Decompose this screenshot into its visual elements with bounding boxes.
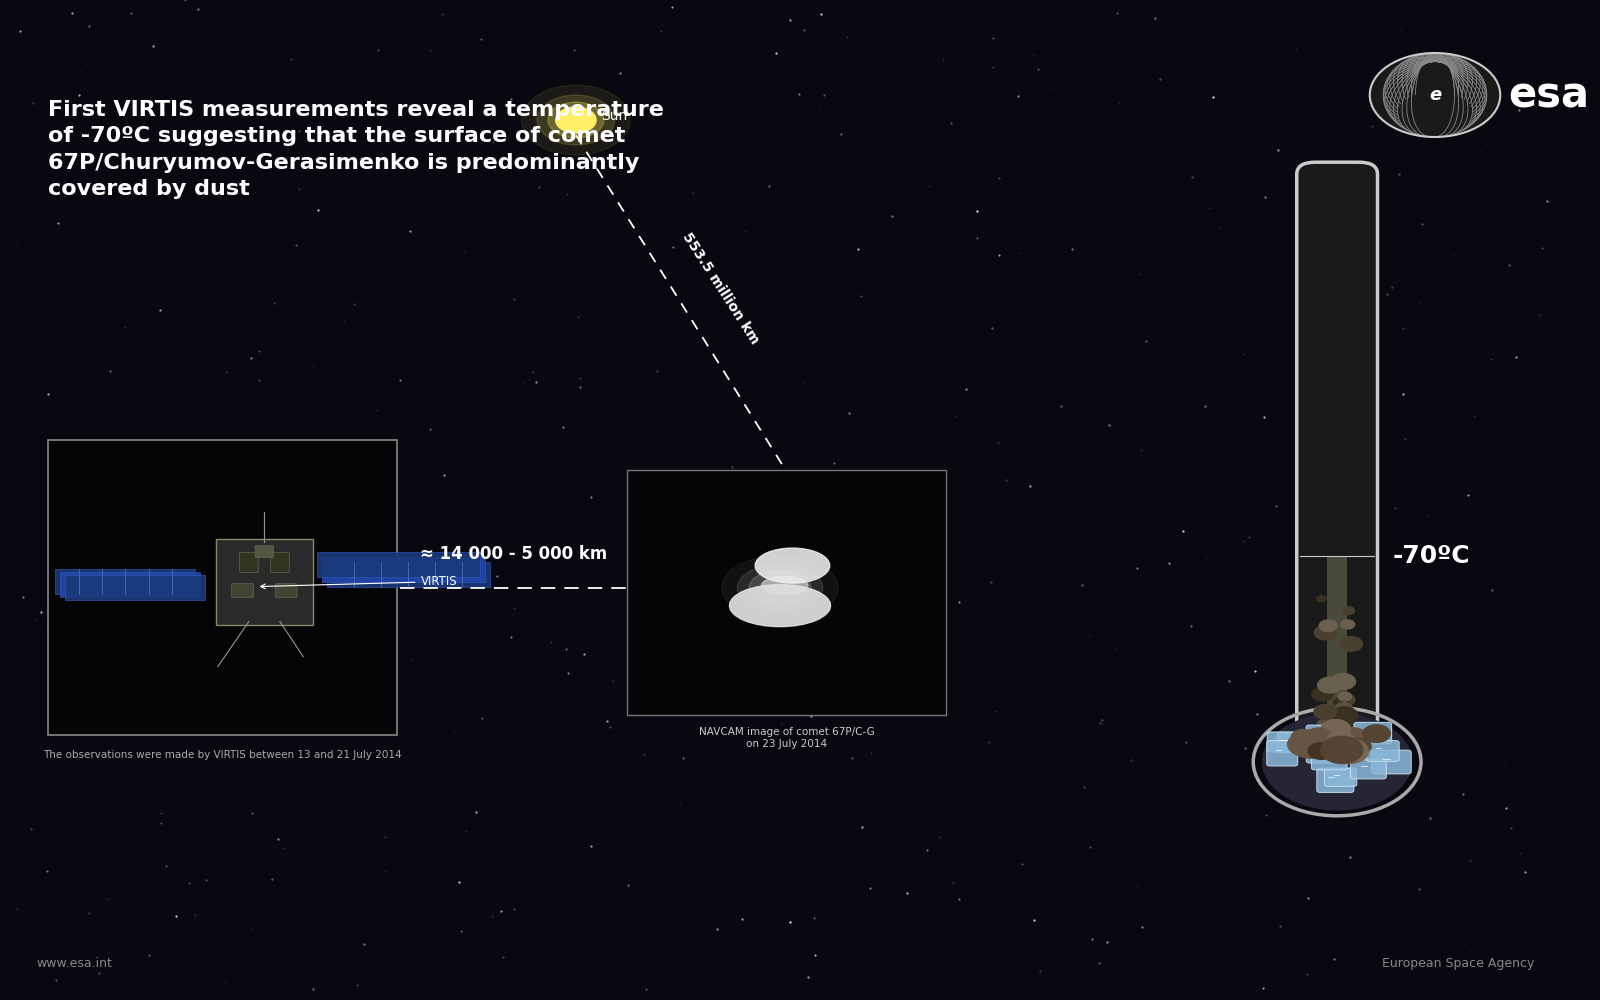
Circle shape [1330,721,1358,739]
Circle shape [1336,703,1352,713]
Circle shape [1320,736,1363,763]
Text: European Space Agency: European Space Agency [1382,957,1534,970]
FancyBboxPatch shape [240,553,258,573]
Circle shape [1338,692,1352,701]
FancyBboxPatch shape [1306,740,1346,763]
Circle shape [1370,53,1501,137]
Circle shape [1320,620,1338,632]
Circle shape [1320,720,1346,737]
FancyBboxPatch shape [61,572,200,597]
FancyBboxPatch shape [322,557,485,582]
Circle shape [1318,677,1342,693]
Circle shape [1312,688,1333,701]
FancyBboxPatch shape [1296,162,1378,774]
Bar [627,470,946,715]
Circle shape [1336,694,1355,706]
Circle shape [1322,720,1350,739]
Circle shape [1363,725,1390,742]
Circle shape [1307,728,1330,742]
FancyBboxPatch shape [270,553,290,573]
Circle shape [522,85,630,155]
Circle shape [1341,620,1355,629]
Circle shape [1344,723,1358,732]
Circle shape [1262,714,1411,810]
Ellipse shape [749,571,811,605]
FancyBboxPatch shape [275,584,298,598]
Circle shape [1318,720,1326,726]
Circle shape [1330,749,1349,761]
Circle shape [1317,596,1326,602]
Circle shape [1310,738,1333,753]
Circle shape [1342,607,1355,615]
FancyBboxPatch shape [1366,741,1398,761]
Circle shape [1320,742,1339,755]
Text: 553.5 million km: 553.5 million km [680,230,762,347]
Text: www.esa.int: www.esa.int [37,957,112,970]
Circle shape [1314,704,1336,719]
Circle shape [1334,741,1350,752]
Circle shape [538,95,614,145]
Circle shape [1331,707,1358,724]
Circle shape [1291,730,1315,745]
FancyBboxPatch shape [1371,750,1411,774]
Text: esa: esa [1509,74,1589,116]
FancyBboxPatch shape [1306,725,1334,746]
Ellipse shape [755,548,830,583]
FancyBboxPatch shape [1325,768,1357,786]
Bar [48,440,397,735]
Circle shape [1333,697,1349,707]
FancyBboxPatch shape [254,546,274,558]
FancyBboxPatch shape [1350,759,1386,779]
FancyBboxPatch shape [1312,745,1347,770]
Text: Sun: Sun [600,109,627,123]
Text: e: e [1429,86,1442,104]
Circle shape [1288,732,1326,757]
Text: -70ºC: -70ºC [1394,544,1470,568]
FancyBboxPatch shape [216,539,312,625]
Text: ≈ 14 000 - 5 000 km: ≈ 14 000 - 5 000 km [421,545,608,563]
FancyBboxPatch shape [1267,741,1298,766]
FancyBboxPatch shape [1317,768,1354,792]
FancyBboxPatch shape [317,552,480,577]
Text: NAVCAM image of comet 67P/C-G
on 23 July 2014: NAVCAM image of comet 67P/C-G on 23 July… [699,727,874,749]
Circle shape [1294,729,1338,756]
Circle shape [547,102,603,138]
FancyBboxPatch shape [1267,732,1307,752]
Ellipse shape [738,564,822,611]
Circle shape [1330,739,1368,763]
Ellipse shape [722,556,838,619]
Circle shape [1339,637,1363,651]
FancyBboxPatch shape [56,569,195,594]
Circle shape [1331,737,1349,748]
Text: VIRTIS: VIRTIS [261,575,458,589]
Ellipse shape [762,577,808,595]
Circle shape [1331,674,1355,689]
Ellipse shape [730,585,830,627]
Circle shape [1341,730,1365,745]
FancyBboxPatch shape [64,575,205,600]
Text: First VIRTIS measurements reveal a temperature
of -70ºC suggesting that the surf: First VIRTIS measurements reveal a tempe… [48,100,664,199]
Circle shape [1346,738,1371,754]
Circle shape [555,107,597,133]
Bar [1328,556,1347,762]
FancyBboxPatch shape [232,584,253,598]
FancyBboxPatch shape [1354,722,1392,744]
FancyBboxPatch shape [326,562,490,587]
FancyBboxPatch shape [1277,732,1309,753]
Circle shape [1326,731,1354,749]
Circle shape [1309,743,1334,759]
Circle shape [1314,625,1336,640]
Text: The observations were made by VIRTIS between 13 and 21 July 2014: The observations were made by VIRTIS bet… [43,750,402,760]
Circle shape [1294,737,1326,758]
Circle shape [1334,728,1370,750]
